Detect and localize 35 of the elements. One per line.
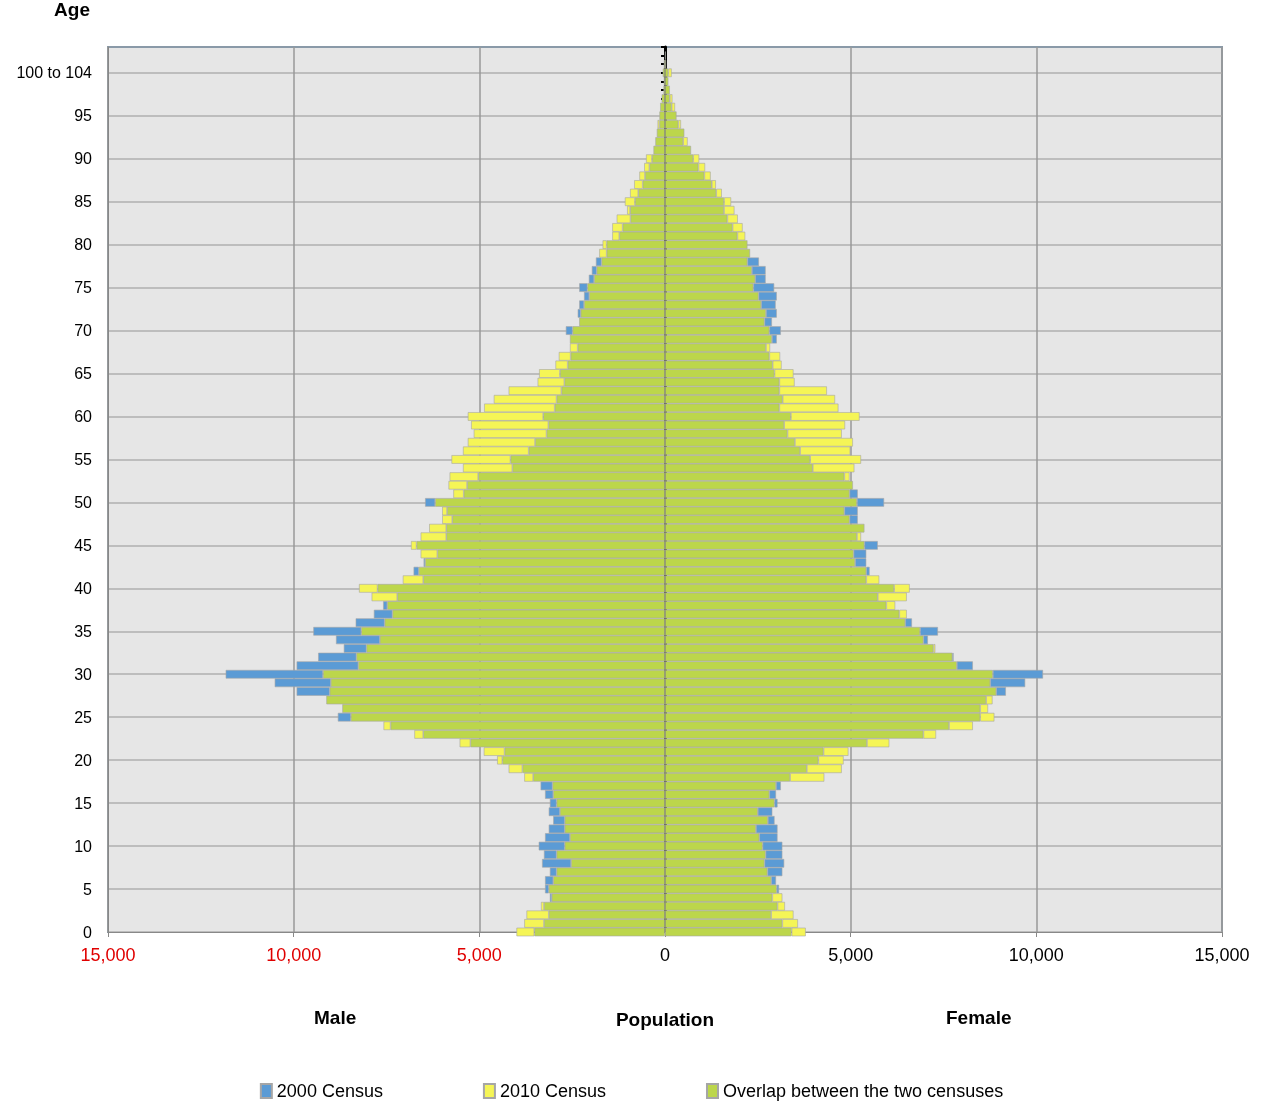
y-tick-label: 70 [74, 322, 93, 340]
y-tick-label: 80 [74, 236, 93, 254]
legend-label: 2000 Census [276, 1081, 383, 1101]
y-tick-label: 30 [74, 665, 93, 683]
y-tick-label: 35 [74, 622, 93, 640]
x-tick-label: 15,000 [80, 945, 136, 965]
text: Male [314, 1007, 357, 1028]
y-tick-label: 40 [74, 579, 93, 597]
y-tick-label: 55 [74, 450, 93, 468]
legend-label: Overlap between the two censuses [723, 1081, 1004, 1101]
y-tick-label: 75 [74, 279, 93, 297]
y-tick-label: 10 [74, 837, 93, 855]
y-tick-label: 95 [74, 107, 93, 125]
x-tick-label: 5,000 [456, 945, 502, 965]
y-tick-label: 50 [74, 493, 93, 511]
y-tick-label: 45 [74, 536, 93, 554]
y-tick-label: 0 [83, 923, 93, 941]
x-tick-label: 10,000 [1008, 945, 1064, 965]
x-axis-title: Population [615, 1009, 715, 1030]
x-tick-label: 5,000 [828, 945, 874, 965]
legend-label: 2010 Census [499, 1081, 606, 1101]
text: Female [946, 1007, 1012, 1028]
y-axis-title: Age [54, 0, 90, 20]
y-tick-label: 60 [74, 407, 93, 425]
y-tick-label: 90 [74, 150, 93, 168]
y-tick-label: 65 [74, 365, 93, 382]
y-tick-label: 85 [74, 193, 93, 211]
y-tick-label: 25 [74, 708, 93, 726]
y-tick-label: 20 [74, 751, 93, 769]
y-tick-label: 15 [74, 794, 93, 812]
y-tick-label: 5 [83, 880, 93, 898]
x-tick-label: 10,000 [266, 945, 322, 965]
y-tick-label: 100 to 104 [16, 64, 93, 82]
x-tick-label: 15,000 [1194, 945, 1250, 965]
x-tick-label: 0 [659, 945, 671, 965]
